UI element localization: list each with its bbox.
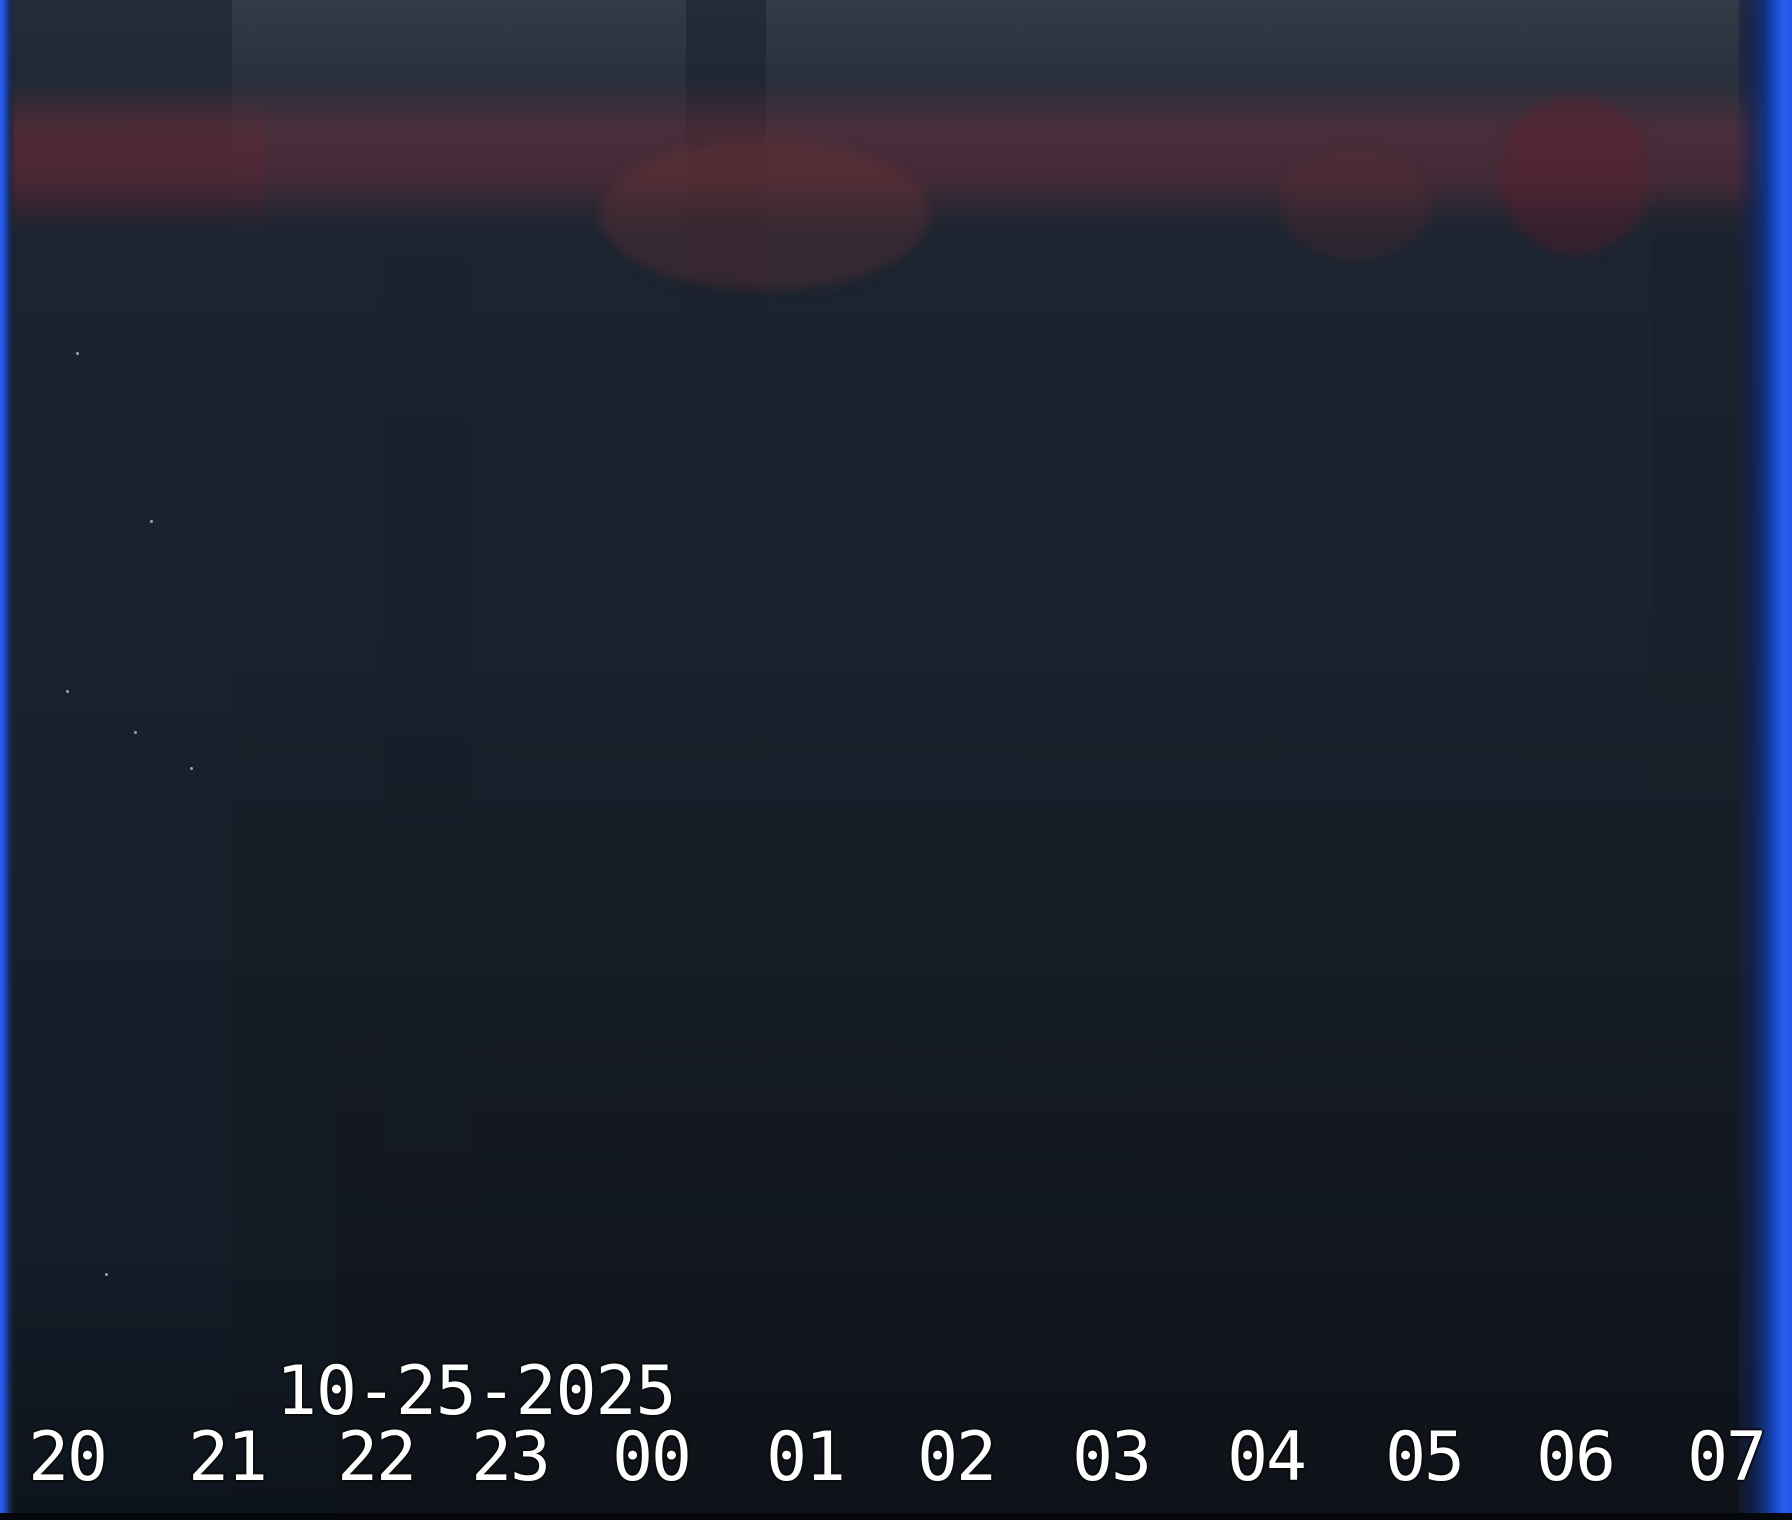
star-dot — [105, 1273, 108, 1276]
hour-tick-label: 05 — [1385, 1418, 1465, 1497]
right-blue-border — [1736, 0, 1792, 1520]
hour-tick-label: 00 — [612, 1418, 692, 1497]
clear-sky-veil — [0, 1000, 336, 1520]
star-dot — [150, 520, 153, 523]
hour-tick-label: 20 — [28, 1418, 108, 1497]
hour-tick-label: 03 — [1072, 1418, 1152, 1497]
red-cloud-patch — [600, 140, 930, 290]
dark-sky-patch — [686, 0, 766, 560]
red-cloud-patch — [1500, 95, 1650, 255]
dusk-red-band-left — [10, 92, 265, 232]
dark-sky-patch — [383, 230, 471, 1250]
left-blue-border — [0, 0, 16, 1520]
red-cloud-patch — [1280, 150, 1430, 260]
dusk-red-band — [0, 80, 1792, 240]
date-label: 10-25-2025 — [276, 1352, 676, 1431]
hour-tick-label: 06 — [1536, 1418, 1616, 1497]
hour-tick-label: 02 — [917, 1418, 997, 1497]
bottom-black-edge — [0, 1513, 1792, 1520]
star-dot — [76, 352, 79, 355]
hour-tick-label: 07 — [1687, 1418, 1767, 1497]
hour-tick-label: 01 — [766, 1418, 846, 1497]
star-dot — [134, 731, 137, 734]
hour-tick-label: 04 — [1227, 1418, 1307, 1497]
star-dot — [66, 690, 69, 693]
star-dot — [190, 767, 193, 770]
hour-tick-label: 23 — [471, 1418, 551, 1497]
hour-tick-label: 22 — [337, 1418, 417, 1497]
streak-field-shading — [232, 0, 1739, 1520]
dark-sky-patch — [1652, 130, 1738, 930]
hour-tick-label: 21 — [188, 1418, 268, 1497]
